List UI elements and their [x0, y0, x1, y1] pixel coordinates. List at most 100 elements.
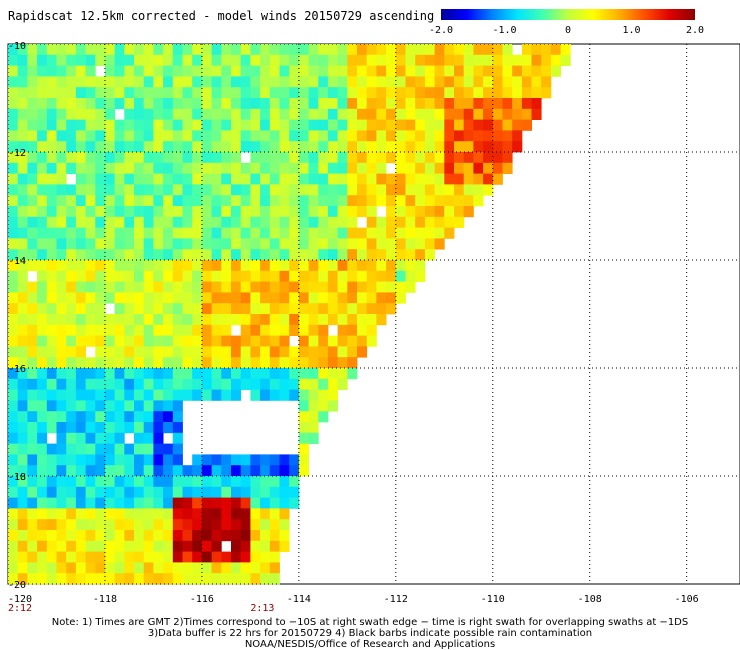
wind-cell [357, 270, 368, 282]
wind-cell [105, 119, 116, 131]
wind-cell [201, 508, 212, 520]
wind-cell [124, 184, 135, 196]
wind-cell [424, 108, 435, 120]
wind-cell [172, 497, 183, 509]
wind-cell [250, 130, 261, 142]
wind-cell [134, 389, 145, 401]
wind-cell [182, 378, 193, 390]
wind-cell [192, 44, 203, 56]
wind-cell [17, 130, 28, 142]
wind-cell [85, 573, 96, 585]
wind-cell [143, 141, 154, 153]
wind-cell [105, 76, 116, 88]
wind-cell [56, 130, 67, 142]
wind-cell [37, 400, 48, 412]
wind-cell [521, 65, 532, 77]
wind-cell [318, 303, 329, 315]
wind-cell [444, 98, 455, 110]
wind-cell [269, 303, 280, 315]
wind-cell [153, 422, 164, 434]
wind-cell [463, 184, 474, 196]
wind-cell [182, 87, 193, 99]
wind-cell [85, 184, 96, 196]
wind-cell [492, 162, 503, 174]
wind-cell [201, 497, 212, 509]
wind-cell [182, 152, 193, 164]
wind-cell [279, 476, 290, 488]
wind-cell [231, 540, 242, 552]
wind-cell [66, 238, 77, 250]
wind-cell [231, 87, 242, 99]
wind-cell [405, 65, 416, 77]
wind-cell [192, 108, 203, 120]
wind-cell [172, 562, 183, 574]
wind-cell [66, 65, 77, 77]
wind-cell [105, 44, 116, 56]
wind-cell [17, 335, 28, 347]
wind-cell [492, 108, 503, 120]
wind-cell [512, 54, 523, 66]
wind-cell [134, 303, 145, 315]
wind-cell [327, 335, 338, 347]
wind-cell [250, 270, 261, 282]
wind-cell [308, 184, 319, 196]
wind-cell [182, 65, 193, 77]
wind-cell [105, 519, 116, 531]
wind-cell [153, 44, 164, 56]
wind-cell [279, 54, 290, 66]
wind-cell [8, 195, 19, 207]
wind-cell [260, 368, 271, 380]
wind-cell [46, 324, 57, 336]
wind-cell [231, 497, 242, 509]
wind-cell [386, 173, 397, 185]
wind-cell [308, 108, 319, 120]
wind-cell [463, 65, 474, 77]
wind-cell [366, 141, 377, 153]
wind-cell [531, 108, 542, 120]
wind-cell [366, 54, 377, 66]
wind-cell [298, 141, 309, 153]
wind-cell [85, 378, 96, 390]
wind-cell [250, 108, 261, 120]
wind-cell [75, 335, 86, 347]
wind-cell [211, 551, 222, 563]
wind-cell [56, 400, 67, 412]
wind-cell [463, 87, 474, 99]
wind-cell [17, 432, 28, 444]
wind-cell [105, 152, 116, 164]
wind-cell [279, 378, 290, 390]
wind-cell [337, 162, 348, 174]
wind-cell [308, 227, 319, 239]
wind-cell [279, 44, 290, 56]
wind-cell [463, 44, 474, 56]
wind-cell [153, 195, 164, 207]
wind-cell [269, 465, 280, 477]
wind-cell [289, 195, 300, 207]
wind-cell [308, 195, 319, 207]
wind-cell [405, 249, 416, 261]
wind-cell [75, 184, 86, 196]
wind-cell [182, 573, 193, 585]
wind-cell [221, 357, 232, 369]
wind-cell [8, 98, 19, 110]
wind-cell [211, 454, 222, 466]
wind-cell [415, 184, 426, 196]
wind-cell [46, 184, 57, 196]
wind-cell [250, 335, 261, 347]
wind-cell [201, 465, 212, 477]
wind-cell [357, 346, 368, 358]
wind-cell [483, 54, 494, 66]
wind-cell [327, 206, 338, 218]
wind-cell [473, 65, 484, 77]
wind-cell [56, 119, 67, 131]
wind-cell [143, 335, 154, 347]
wind-cell [454, 195, 465, 207]
wind-cell [327, 173, 338, 185]
wind-cell [395, 281, 406, 293]
wind-cell [201, 303, 212, 315]
wind-cell [114, 454, 125, 466]
wind-cell [424, 54, 435, 66]
wind-cell [46, 486, 57, 498]
wind-cell [357, 44, 368, 56]
wind-cell [182, 519, 193, 531]
